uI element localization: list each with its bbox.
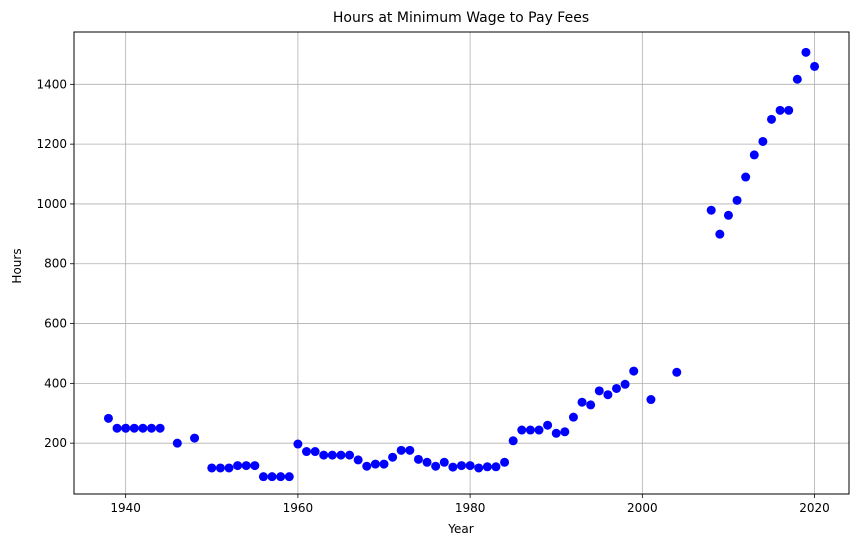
data-point: [250, 461, 260, 471]
data-point: [474, 463, 484, 473]
data-point: [353, 455, 363, 465]
data-point: [138, 423, 148, 433]
data-point: [603, 390, 613, 400]
data-point: [379, 459, 389, 469]
data-point: [422, 457, 432, 467]
x-tick-label: 1960: [283, 501, 314, 515]
data-point: [715, 229, 725, 239]
data-point: [749, 150, 759, 160]
data-point: [345, 450, 355, 460]
x-tick-label: 1980: [455, 501, 486, 515]
data-point: [448, 462, 458, 472]
data-point: [784, 105, 794, 115]
data-point: [336, 450, 346, 460]
y-tick-label: 200: [44, 436, 67, 450]
data-point: [465, 461, 475, 471]
data-point: [293, 439, 303, 449]
y-tick-label: 800: [44, 257, 67, 271]
data-point: [241, 461, 251, 471]
plot-area-frame: [73, 31, 850, 495]
data-point: [258, 472, 268, 482]
data-point: [612, 383, 621, 393]
data-point: [327, 450, 337, 460]
data-point: [302, 447, 311, 457]
y-tick-label: 1400: [36, 77, 67, 91]
data-point: [439, 457, 449, 467]
y-tick-label: 1200: [36, 137, 67, 151]
data-point: [560, 427, 570, 437]
data-point: [482, 462, 492, 472]
data-point: [801, 47, 811, 57]
data-point: [723, 210, 733, 220]
data-point: [103, 413, 113, 423]
data-point: [405, 445, 415, 455]
data-point: [767, 114, 776, 124]
chart-title: Hours at Minimum Wage to Pay Fees: [333, 10, 589, 26]
data-point: [741, 172, 751, 182]
data-point: [568, 412, 578, 422]
data-point: [594, 386, 604, 396]
data-point: [672, 367, 682, 377]
data-point: [646, 395, 656, 405]
data-point: [396, 445, 406, 455]
data-point: [543, 420, 553, 430]
data-point: [517, 425, 527, 435]
data-point: [810, 61, 820, 71]
data-point: [525, 425, 535, 435]
data-point: [155, 423, 165, 433]
data-point: [224, 463, 234, 473]
data-point: [147, 423, 156, 433]
data-point: [370, 459, 380, 469]
y-tick-label: 400: [44, 376, 67, 390]
data-point: [491, 462, 501, 472]
data-point: [457, 461, 466, 471]
y-tick-label: 1000: [36, 197, 67, 211]
x-axis-ticks: 1940 1960 1980 2000 2020: [110, 494, 830, 515]
x-axis-title: Year: [447, 522, 473, 536]
data-point: [577, 397, 587, 407]
data-point: [319, 450, 329, 460]
data-point: [310, 447, 320, 457]
data-point: [267, 472, 277, 482]
data-point: [534, 425, 544, 435]
data-point: [620, 379, 630, 389]
data-point: [732, 195, 742, 205]
x-tick-label: 1940: [110, 501, 141, 515]
y-tick-label: 600: [44, 317, 67, 331]
data-point: [758, 136, 768, 146]
x-tick-label: 2000: [627, 501, 658, 515]
data-point: [207, 463, 217, 473]
grid-lines: [74, 32, 849, 494]
data-point: [112, 423, 122, 433]
data-point: [629, 366, 639, 376]
data-point: [586, 400, 596, 410]
data-point: [388, 452, 398, 462]
data-point: [500, 457, 510, 467]
data-point: [551, 428, 561, 438]
y-axis-ticks: 200 400 600 800 1000 1200 1400: [36, 77, 74, 450]
data-point: [431, 461, 441, 471]
data-point: [129, 423, 139, 433]
data-point: [190, 433, 200, 443]
x-tick-label: 2020: [799, 501, 830, 515]
data-point: [121, 423, 131, 433]
data-point: [508, 436, 518, 446]
data-point: [276, 472, 286, 482]
data-point: [172, 438, 182, 448]
data-point: [706, 205, 716, 215]
data-point: [215, 463, 225, 473]
y-axis-title: Hours: [10, 248, 24, 283]
data-point: [792, 74, 802, 84]
data-point: [413, 454, 423, 464]
data-point: [233, 461, 243, 471]
data-points: [103, 47, 820, 482]
data-point: [284, 472, 294, 482]
data-point: [362, 461, 372, 471]
data-point: [775, 105, 785, 115]
